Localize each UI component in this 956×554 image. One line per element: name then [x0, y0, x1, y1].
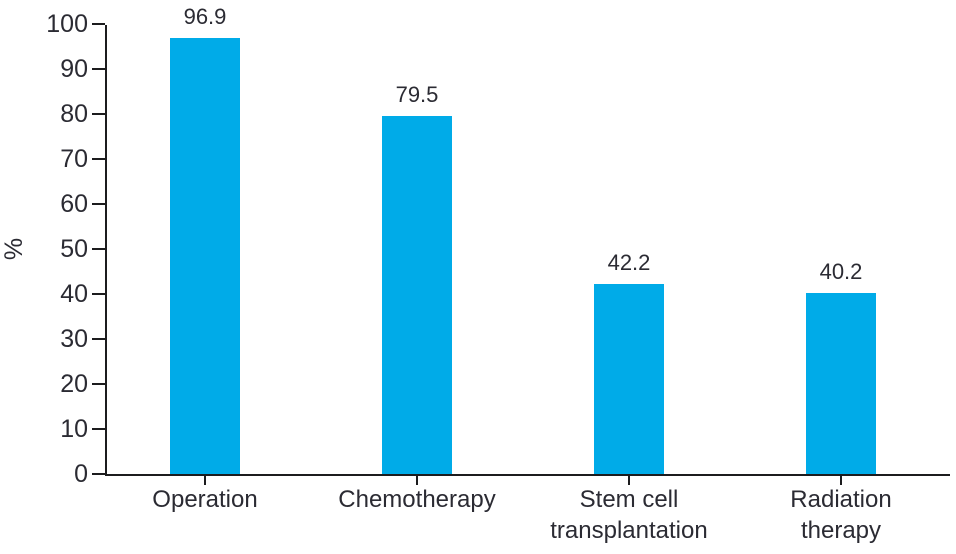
y-tick-mark	[92, 383, 105, 385]
y-tick-mark	[92, 428, 105, 430]
y-tick-mark	[92, 113, 105, 115]
x-category-label: Chemotherapy	[338, 486, 496, 513]
y-tick-label: 100	[46, 10, 88, 38]
x-tick-mark	[416, 476, 418, 485]
x-tick-mark	[840, 476, 842, 485]
y-tick-label: 90	[60, 55, 88, 83]
bar	[382, 116, 452, 474]
y-tick-label: 30	[60, 325, 88, 353]
y-tick-mark	[92, 293, 105, 295]
y-tick-mark	[92, 68, 105, 70]
x-category-label: Radiation therapy	[790, 486, 892, 544]
x-tick-mark	[628, 476, 630, 485]
y-axis-line	[105, 25, 107, 476]
bar	[806, 293, 876, 474]
y-tick-mark	[92, 338, 105, 340]
y-tick-mark	[92, 158, 105, 160]
y-tick-mark	[92, 248, 105, 250]
x-category-label: Stem cell transplantation	[550, 486, 708, 544]
x-axis-line	[105, 474, 950, 476]
bar-value-label: 42.2	[607, 250, 651, 276]
x-category-label: Operation	[152, 486, 258, 513]
y-tick-label: 20	[60, 370, 88, 398]
y-tick-label: 0	[74, 460, 88, 488]
bar-value-label: 96.9	[183, 3, 227, 29]
y-tick-mark	[92, 473, 105, 475]
bar	[170, 37, 240, 474]
bar-value-label: 79.5	[395, 82, 439, 108]
y-tick-mark	[92, 23, 105, 25]
x-tick-mark	[204, 476, 206, 485]
y-tick-mark	[92, 203, 105, 205]
y-tick-label: 50	[60, 235, 88, 263]
bar	[594, 284, 664, 474]
y-tick-label: 60	[60, 190, 88, 218]
y-tick-label: 80	[60, 100, 88, 128]
y-tick-label: 40	[60, 280, 88, 308]
bar-value-label: 40.2	[819, 259, 863, 285]
y-tick-label: 10	[60, 415, 88, 443]
y-tick-label: 70	[60, 145, 88, 173]
